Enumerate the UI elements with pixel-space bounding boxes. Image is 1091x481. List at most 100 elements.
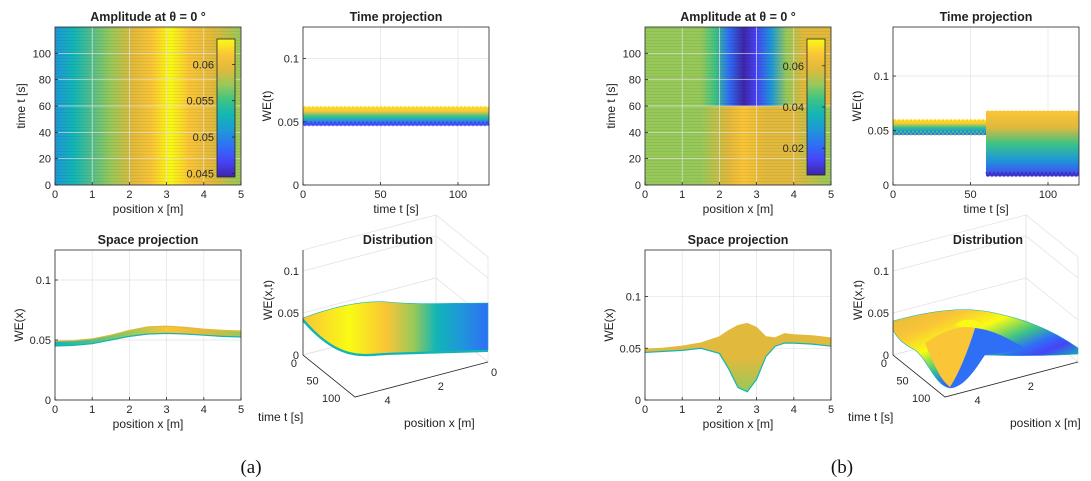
a-heatmap-colorbar: [216, 38, 236, 178]
b-space-xtick-label: 1: [679, 404, 685, 416]
b-dist-ylabel: time t [s]: [848, 410, 893, 424]
b-dist-surface-part: [950, 328, 1025, 388]
b-heatmap-title: Amplitude at θ = 0 °: [680, 10, 796, 24]
a-heatmap-xtick-label: 3: [164, 189, 170, 201]
a-dist-zgrid: [302, 235, 489, 279]
b-time-band-top: [985, 109, 1079, 117]
b-dist-surface-part: [955, 319, 980, 328]
b-heatmap-ytick-label: 40: [629, 127, 641, 139]
b-space-xtick-label: 3: [754, 404, 760, 416]
b-time-band-bottom: [985, 171, 1079, 178]
a-dist-zlabel: WE(x,t): [261, 280, 275, 320]
a-dist-xtick-label: 0: [491, 367, 497, 379]
a-space-frame: [54, 249, 242, 401]
b-heatmap-xtick-label: 4: [791, 189, 797, 201]
a-time-band-top: [302, 105, 490, 112]
b-heatmap-ytick-label: 0: [635, 180, 641, 192]
b-heatmap-field: [645, 27, 831, 106]
b-dist-xlabel: position x [m]: [1010, 416, 1081, 430]
b-heatmap-colorbar-label: 0.04: [783, 102, 804, 114]
b-time-ytick-label: 0.05: [868, 126, 889, 138]
a-time-xtick-label: 0: [300, 189, 306, 201]
b-time-band-bottom: [892, 129, 986, 136]
b-heatmap-colorbar-label: 0.02: [783, 143, 804, 155]
b-space-ylabel: WE(x): [602, 308, 616, 341]
a-heatmap-ytick-label: 100: [33, 48, 51, 60]
b-space-lower-line: [644, 342, 832, 393]
a-dist-title: Distribution: [363, 233, 433, 247]
b-dist-ttick-label: 0: [881, 358, 887, 370]
a-time-xtick-label: 100: [449, 189, 467, 201]
a-space-ytick-label: 0: [45, 395, 51, 407]
b-time-xlabel: time t [s]: [963, 202, 1008, 216]
b-dist-ttick-label: 100: [912, 393, 930, 405]
b-heatmap-colorbar-label: 0.06: [783, 61, 804, 73]
a-heatmap-ytick-label: 20: [39, 154, 51, 166]
b-heatmap-xtick-label: 2: [716, 189, 722, 201]
b-space-xtick-label: 4: [791, 404, 797, 416]
a-dist-ttick-label: 0: [291, 358, 297, 370]
a-dist-surface: [302, 301, 489, 355]
a-time-ytick-label: 0.1: [284, 54, 299, 66]
b-space-title: Space projection: [688, 233, 789, 247]
a-heatmap-xtick-label: 2: [126, 189, 132, 201]
a-space-upper-line: [54, 325, 242, 342]
b-time-xtick-label: 0: [890, 189, 896, 201]
b-dist-ttick-label: 50: [896, 376, 908, 388]
a-time-frame: [302, 26, 490, 186]
a-heatmap-ytick-label: 40: [39, 127, 51, 139]
a-space-xtick-label: 3: [164, 404, 170, 416]
b-time-axes: 0 50 100 0 0.05 0.1 Time projection time t [s] W…: [850, 10, 1080, 216]
a-space-lower-line: [54, 332, 242, 347]
b-time-xtick-label: 100: [1039, 189, 1057, 201]
a-heatmap-colorbar-label: 0.05: [193, 132, 214, 144]
a-space-xtick-label: 4: [201, 404, 207, 416]
a-dist-xtick-label: 2: [438, 381, 444, 393]
a-dist-xtick-label: 4: [385, 395, 391, 407]
a-time-ylabel: WE(t): [260, 91, 274, 122]
a-space-xtick-label: 2: [126, 404, 132, 416]
a-time-xlabel: time t [s]: [373, 202, 418, 216]
a-dist-ztick-label: 0.1: [284, 266, 299, 278]
a-heatmap-xlabel: position x [m]: [113, 202, 184, 216]
a-dist-ztick-label: 0.05: [278, 308, 299, 320]
a-time-xtick-label: 50: [374, 189, 386, 201]
a-time-ytick-label: 0: [293, 180, 299, 192]
b-heatmap-ytick-label: 60: [629, 101, 641, 113]
a-time-band-bottom: [302, 120, 490, 127]
b-dist-edges: [892, 250, 1079, 398]
a-space-ytick-label: 0.05: [30, 335, 51, 347]
b-dist-ztick-label: 0.05: [868, 308, 889, 320]
b-space-ytick-label: 0.1: [626, 292, 641, 304]
b-dist-xtick-label: 2: [1028, 381, 1034, 393]
b-dist-xtick-label: 4: [975, 395, 981, 407]
a-heatmap-xtick-label: 5: [238, 189, 244, 201]
a-space-ylabel: WE(x): [12, 308, 26, 341]
a-dist-ztick-label: 0: [293, 350, 299, 362]
b-space-area: [645, 323, 831, 392]
b-space-xtick-label: 2: [716, 404, 722, 416]
a-space-xtick-label: 0: [52, 404, 58, 416]
b-space-axes: 0 1 2 3 4 5 0 0.05 0.1 Space projection position x…: [602, 233, 834, 431]
a-heatmap-colorbar-label: 0.055: [186, 96, 214, 108]
b-space-xtick-label: 5: [828, 404, 834, 416]
b-time-frame: [892, 26, 1080, 186]
caption-b: (b): [831, 457, 853, 478]
a-space-xtick-label: 5: [238, 404, 244, 416]
a-heatmap-xtick-label: 0: [52, 189, 58, 201]
b-dist-title: Distribution: [953, 233, 1023, 247]
a-space-axes: 0 1 2 3 4 5 0 0.05 0.1 Space projection position x…: [12, 233, 244, 431]
b-heatmap-ytick-label: 100: [623, 48, 641, 60]
a-heatmap-xtick-label: 1: [89, 189, 95, 201]
a-time-band: [303, 106, 489, 126]
a-dist-edges: [302, 250, 489, 398]
a-space-ytick-label: 0.1: [36, 275, 51, 287]
a-heatmap-ytick-label: 80: [39, 75, 51, 87]
b-dist-ztick-label: 0: [883, 350, 889, 362]
b-heatmap-xtick-label: 3: [754, 189, 760, 201]
a-heatmap-ylabel: time t [s]: [14, 83, 28, 128]
b-time-ytick-label: 0.1: [874, 71, 889, 83]
b-time-ytick-label: 0: [883, 180, 889, 192]
b-space-frame: [644, 249, 832, 401]
